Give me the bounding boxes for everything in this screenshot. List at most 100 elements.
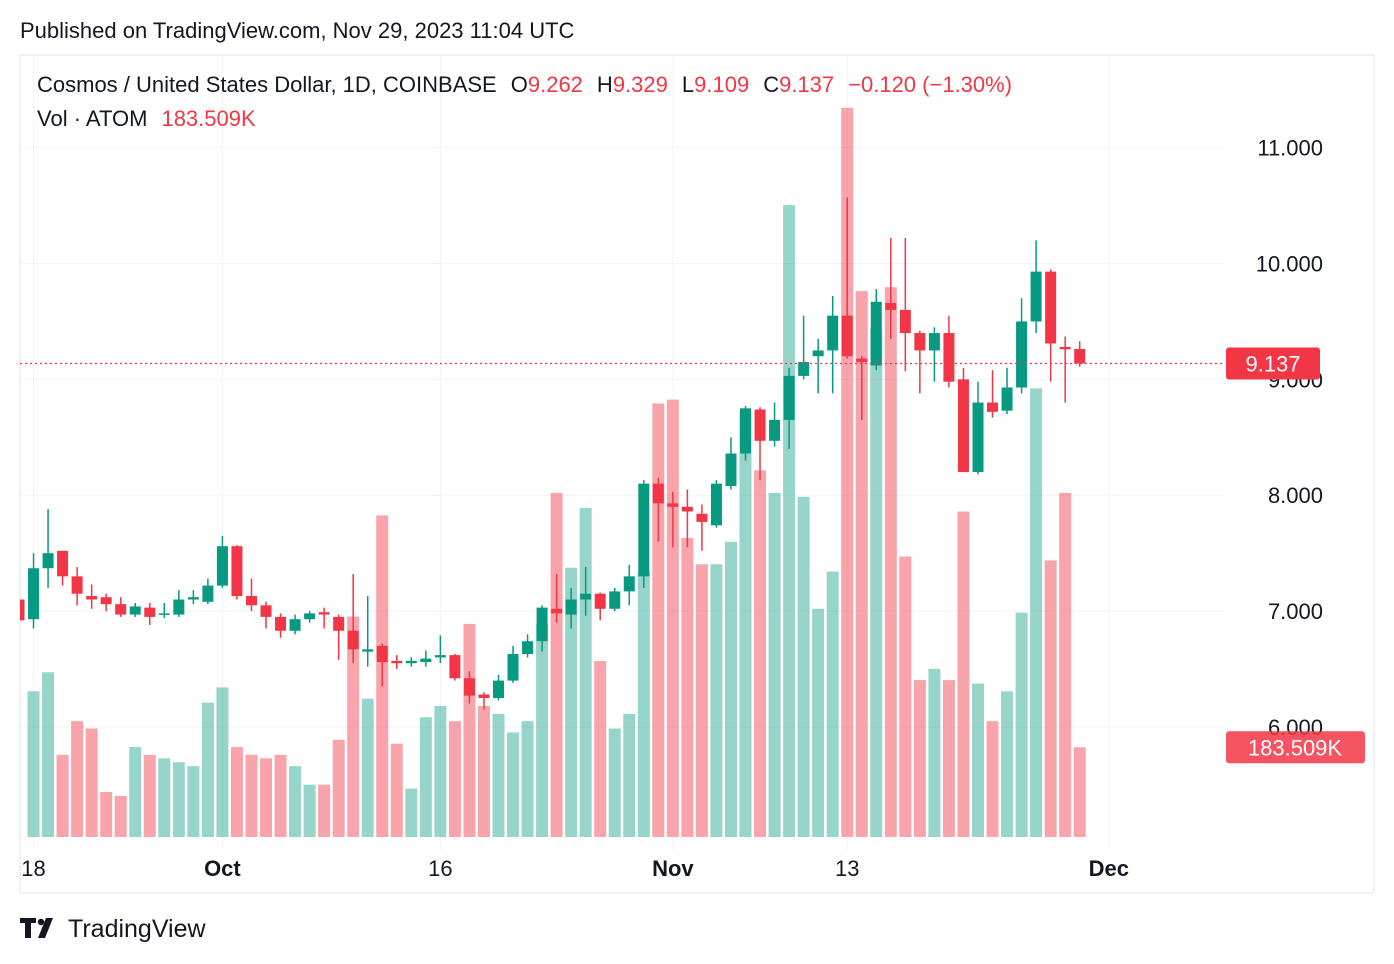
candle-body [144,607,156,617]
volume-bar [637,571,650,837]
volume-value: 183.509K [161,106,256,131]
change: −0.120 (−1.30%) [848,72,1013,97]
volume-bar [1059,492,1072,837]
candle-body [841,315,853,357]
x-tick-label: Oct [204,856,241,881]
candle-body [1016,321,1028,388]
candle-body [623,576,635,592]
candle-body [492,680,504,698]
brand: TradingView [68,915,206,943]
candle-body [536,607,548,642]
candle-body [86,596,98,600]
symbol: Cosmos / United States Dollar, 1D, COINB… [37,72,497,97]
volume-label-box [1226,731,1365,764]
candle-body [710,483,722,526]
candle-body [478,694,490,698]
published-note: Published on TradingView.com, Nov 29, 20… [20,18,575,43]
volume-bar [783,205,796,837]
candle-body [754,409,766,441]
candle-body [885,302,897,310]
volume-bar [405,788,418,837]
candle-body [943,333,955,382]
volume-bar [114,795,127,837]
candle-body [827,315,839,351]
candle-body [202,585,214,602]
volume-bar [507,732,520,837]
candle-body [463,678,475,696]
volume-bar [536,623,549,837]
candle-body [20,599,25,621]
volume-bar [56,754,69,837]
candle-body [681,506,693,512]
candle-body [71,576,83,594]
x-tick-label: 18 [21,856,45,881]
candle-body [405,660,417,664]
x-tick-label: 13 [835,856,859,881]
candle-body [333,616,345,631]
h-value: 9.329 [612,72,668,97]
volume-bar [739,410,752,837]
candle-body [304,613,316,620]
candle-body [594,593,606,609]
volume-bar [492,713,505,837]
volume-bar [201,702,214,837]
volume-bar [1001,691,1014,837]
volume-bar [172,762,185,837]
volume-bar [332,739,345,837]
volume-bar [463,623,476,837]
volume-bar [986,721,999,837]
volume-bar [724,541,737,837]
candle-body [173,599,185,615]
candle-body [565,599,577,615]
volume-title: Vol · ATOM [37,106,148,131]
grid [20,55,1225,850]
volume-bar [913,680,926,837]
l-value: 9.109 [694,72,750,97]
candle-body [362,649,374,652]
candle-body [1045,271,1057,344]
volume-bar [187,766,200,837]
candle-body [42,553,54,569]
candle-body [987,402,999,412]
volume-bar [289,766,302,837]
candle-body [798,362,810,376]
volume-bar [1044,560,1057,837]
candle-body [216,546,228,586]
volume-bar [623,713,636,837]
volume-bar [42,672,55,837]
y-tick-label: 7.000 [1268,599,1323,624]
volume-bar [419,717,432,837]
volume-bar [957,511,970,837]
candle-body [696,513,708,522]
candle-body [856,358,868,363]
y-tick-label: 10.000 [1256,252,1323,277]
candle-body [740,408,752,454]
h-label: H [596,72,613,97]
candle-body [783,375,795,420]
volume-bar [434,706,447,837]
candle-body [914,333,926,351]
volume-bar [347,616,360,837]
volume-label: 183.509K [1248,735,1343,760]
c-label: C [763,72,780,97]
legend-volume: Vol · ATOM 183.509K [37,106,256,132]
x-tick-label: Dec [1089,856,1129,881]
plot [20,107,1086,837]
volume-bar [361,698,374,837]
volume-bar [884,287,897,837]
volume-bar [143,754,156,837]
volume-bar [318,784,331,837]
candle-body [231,546,243,597]
volume-bar [521,721,534,837]
y-tick-label: 11.000 [1257,136,1323,161]
volume-bar [158,758,171,837]
candle-body [899,309,911,334]
candle-body [957,379,969,473]
volume-bar [841,107,854,837]
candle-body [507,653,519,681]
volume-bar [666,399,679,837]
candle-body [376,645,388,663]
candle-body [158,613,170,615]
candle-body [667,503,679,507]
candle-body [638,483,650,577]
